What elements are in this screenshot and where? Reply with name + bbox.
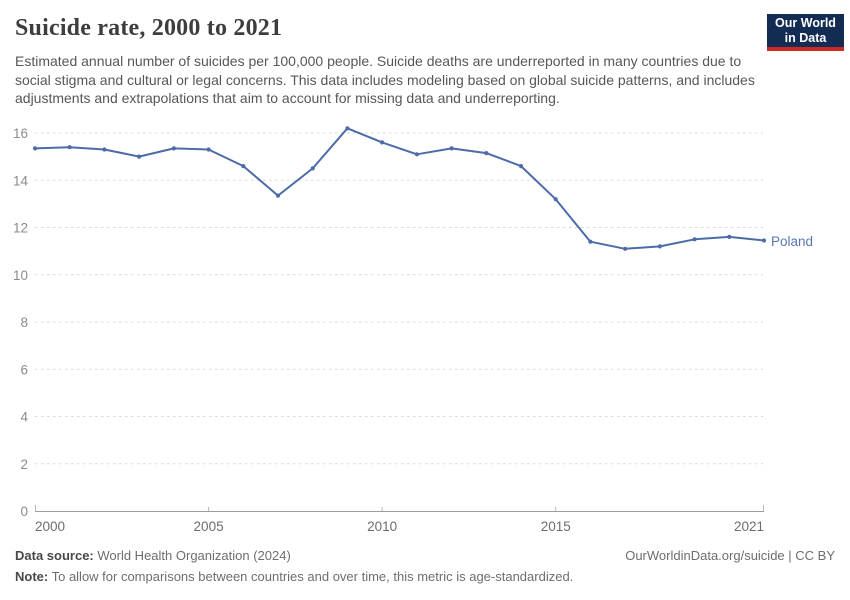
data-source-line: Data source: World Health Organization (… — [15, 547, 291, 564]
poland-line — [34, 127, 765, 250]
data-point[interactable] — [206, 147, 211, 152]
x-tick-label: 2000 — [35, 519, 65, 534]
data-point[interactable] — [171, 146, 176, 151]
data-point[interactable] — [657, 244, 663, 249]
x-tick-label: 2015 — [541, 519, 571, 534]
y-tick-label: 2 — [20, 457, 28, 472]
data-point[interactable] — [727, 234, 732, 239]
chart-title: Suicide rate, 2000 to 2021 — [15, 15, 283, 41]
data-source-text: World Health Organization (2024) — [93, 548, 291, 563]
owid-logo-line1: Our World — [775, 15, 836, 30]
data-point[interactable] — [553, 197, 558, 202]
data-point[interactable] — [345, 126, 350, 131]
data-point[interactable] — [380, 140, 385, 145]
series-end-label: Poland — [771, 234, 813, 249]
y-tick-label: 12 — [13, 221, 28, 236]
data-point[interactable] — [310, 166, 315, 171]
x-tick-label: 2010 — [367, 519, 397, 534]
owid-citation-link[interactable]: OurWorldinData.org/suicide | CC BY — [625, 548, 835, 563]
owid-logo-text: Our World in Data — [775, 16, 836, 46]
data-point[interactable] — [484, 151, 489, 156]
x-tick-label: 2021 — [734, 519, 764, 534]
data-point[interactable] — [32, 146, 38, 151]
data-point[interactable] — [761, 238, 767, 243]
note-line: Note: To allow for comparisons between c… — [15, 568, 835, 585]
y-tick-label: 0 — [20, 504, 28, 519]
chart-subtitle: Estimated annual number of suicides per … — [15, 53, 755, 106]
y-tick-label: 10 — [13, 268, 28, 283]
chart-header: Suicide rate, 2000 to 2021 Estimated ann… — [15, 15, 755, 108]
data-point[interactable] — [102, 147, 107, 152]
owid-logo[interactable]: Our World in Data — [767, 14, 844, 51]
data-point[interactable] — [67, 145, 72, 150]
data-point[interactable] — [449, 146, 454, 151]
y-tick-label: 16 — [13, 126, 28, 141]
data-point[interactable] — [518, 164, 524, 169]
x-tick-label: 2005 — [194, 519, 224, 534]
note-label: Note: — [15, 569, 49, 584]
chart-footer: Data source: World Health Organization (… — [15, 547, 835, 585]
y-tick-label: 14 — [13, 173, 29, 188]
y-tick-label: 4 — [20, 410, 28, 425]
data-point[interactable] — [414, 152, 419, 157]
y-tick-label: 8 — [20, 315, 28, 330]
data-point[interactable] — [623, 246, 628, 251]
data-source-label: Data source: — [15, 548, 94, 563]
y-tick-label: 6 — [20, 362, 28, 377]
owid-logo-line2: in Data — [784, 30, 827, 45]
data-point[interactable] — [692, 237, 697, 242]
data-point[interactable] — [275, 193, 281, 198]
data-point[interactable] — [241, 164, 246, 169]
data-point[interactable] — [588, 239, 593, 244]
data-point[interactable] — [137, 154, 142, 159]
note-text: To allow for comparisons between countri… — [48, 569, 574, 584]
